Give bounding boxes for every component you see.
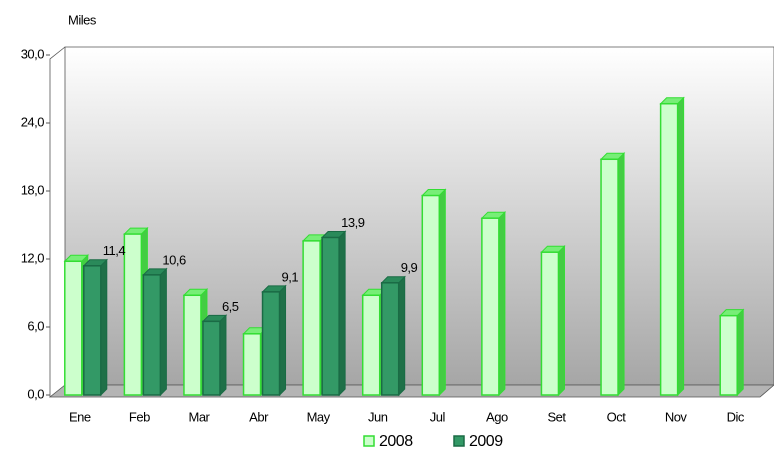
value-label: 6,5	[222, 299, 239, 314]
value-label: 9,1	[282, 269, 299, 284]
y-tick-label: 30,0	[21, 46, 45, 61]
bar-side	[279, 284, 287, 397]
bar-side	[100, 258, 108, 397]
bar	[540, 251, 560, 396]
bar-side	[736, 308, 744, 397]
value-label: 13,9	[341, 215, 365, 230]
bar-side	[338, 230, 346, 397]
bar-side	[398, 275, 406, 397]
bar-side	[219, 314, 227, 397]
side-wall	[49, 46, 66, 397]
legend-swatch	[453, 435, 465, 447]
bar	[481, 217, 500, 396]
x-tick-label: Nov	[665, 409, 688, 424]
bar	[719, 314, 738, 396]
bar	[242, 333, 262, 396]
bar	[83, 265, 102, 396]
x-tick-label: Abr	[249, 409, 269, 424]
x-tick-label: Jul	[430, 409, 446, 424]
bar	[321, 236, 340, 396]
x-tick-label: Feb	[129, 409, 150, 424]
bar	[123, 233, 143, 396]
y-tick-label: 24,0	[21, 114, 45, 129]
bar	[302, 240, 321, 396]
bar-side	[617, 152, 625, 397]
x-tick-label: Ago	[486, 409, 508, 424]
floor	[48, 384, 774, 398]
x-tick-label: Jun	[368, 409, 388, 424]
bar	[421, 194, 441, 396]
bar-side	[159, 267, 167, 397]
x-tick-label: May	[307, 409, 331, 424]
bar	[361, 294, 381, 396]
y-tick-label: 6,0	[27, 318, 44, 333]
bar-side	[438, 188, 446, 397]
legend-label: 2009	[469, 433, 503, 450]
legend-swatch	[363, 435, 375, 447]
bar	[183, 294, 202, 396]
y-axis-label: Miles	[68, 12, 97, 27]
bar	[600, 158, 619, 396]
x-tick-label: Ene	[69, 409, 91, 424]
x-tick-label: Mar	[189, 409, 211, 424]
bar-side	[677, 96, 685, 397]
bar	[261, 291, 281, 396]
bar	[202, 320, 221, 396]
bar-side	[557, 244, 565, 397]
bar	[659, 102, 679, 396]
legend-label: 2008	[379, 433, 413, 450]
y-tick-label: 18,0	[21, 182, 45, 197]
value-label: 9,9	[401, 260, 418, 275]
bar-side	[498, 210, 506, 397]
x-tick-label: Set	[547, 409, 566, 424]
value-label: 10,6	[162, 252, 186, 267]
y-tick-label: 0,0	[27, 386, 44, 401]
x-tick-label: Oct	[607, 409, 627, 424]
bar	[64, 260, 83, 396]
x-tick-label: Dic	[727, 409, 745, 424]
bar	[142, 274, 162, 396]
value-label: 11,4	[103, 243, 126, 258]
y-tick-label: 12,0	[21, 250, 45, 265]
bar	[380, 282, 400, 396]
